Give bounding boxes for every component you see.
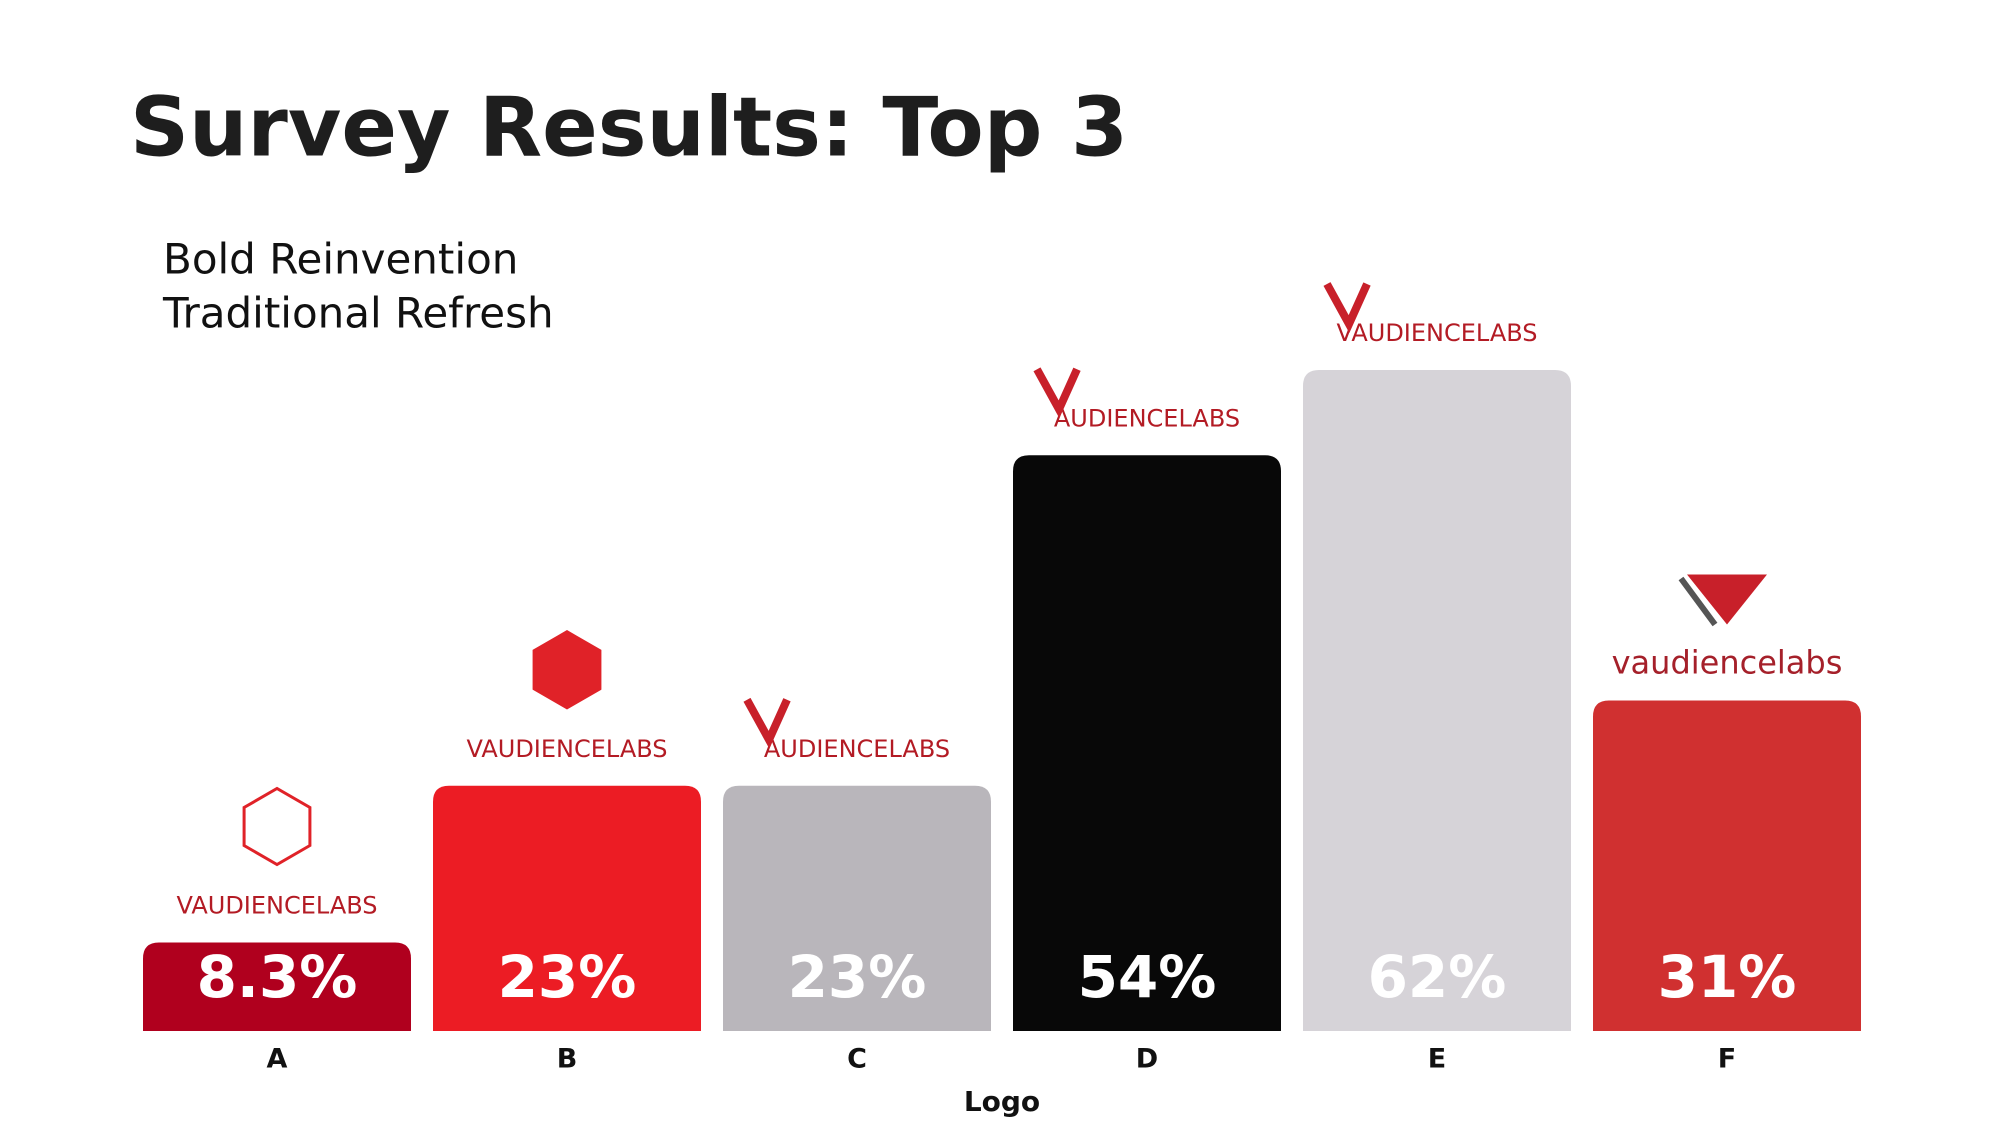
- x-axis-label: Logo: [964, 1085, 1040, 1118]
- logo-icon: [242, 786, 312, 867]
- value-label: 23%: [788, 943, 927, 1011]
- logo-icon: [532, 630, 602, 710]
- logo-text: VAUDIENCELABS: [466, 735, 667, 763]
- value-label: 8.3%: [197, 943, 358, 1011]
- bar: [1593, 700, 1861, 1031]
- logo-icon: [1678, 576, 1718, 627]
- logo-icon: [1323, 282, 1371, 333]
- logo-icon: [1687, 574, 1767, 625]
- value-label: 62%: [1368, 943, 1507, 1011]
- x-tick-label: F: [1718, 1044, 1736, 1075]
- logo-icon: [743, 697, 791, 749]
- bar: [1013, 455, 1281, 1032]
- logo-text: VAUDIENCELABS: [1336, 319, 1537, 347]
- title: Survey Results: Top 3: [130, 80, 1128, 175]
- logo-text: AUDIENCELABS: [764, 735, 950, 763]
- value-label: 54%: [1078, 943, 1217, 1011]
- x-tick-label: D: [1136, 1044, 1158, 1075]
- logo-icon: [1033, 367, 1081, 419]
- value-label: 31%: [1658, 943, 1797, 1011]
- legend-entry: Bold Reinvention: [163, 235, 518, 284]
- bar: [723, 785, 991, 1031]
- logo-text: AUDIENCELABS: [1054, 404, 1240, 432]
- logo-text: VAUDIENCELABS: [176, 892, 377, 920]
- logo-text: vaudiencelabs: [1612, 644, 1843, 682]
- x-tick-label: B: [557, 1044, 578, 1075]
- bar: [143, 942, 411, 1031]
- legend-entry: Traditional Refresh: [162, 289, 554, 338]
- bar: [1303, 370, 1571, 1031]
- x-tick-label: C: [847, 1044, 867, 1075]
- bar: [433, 785, 701, 1031]
- x-tick-label: A: [267, 1044, 288, 1075]
- x-tick-label: E: [1428, 1044, 1446, 1075]
- value-label: 23%: [498, 943, 637, 1011]
